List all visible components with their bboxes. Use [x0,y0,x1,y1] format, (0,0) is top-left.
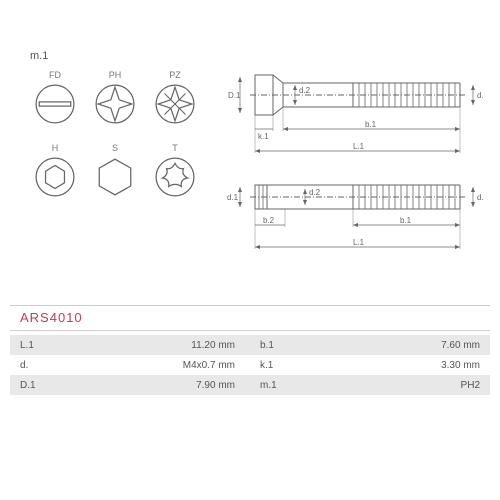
table-row: L.1 11.20 mm b.1 7.60 mm [10,335,490,355]
cell: b.1 [250,340,310,351]
spec-table: L.1 11.20 mm b.1 7.60 mm d. M4x0.7 mm k.… [10,335,490,395]
drive-t: T [150,143,200,201]
svg-text:D.1: D.1 [228,91,241,100]
drive-s: S [90,143,140,201]
cell: 7.60 mm [310,340,490,351]
cell: PH2 [310,380,490,391]
drive-h: H [30,143,80,201]
svg-text:b.2: b.2 [263,216,275,225]
drive-label: S [90,143,140,153]
drive-grid: FD PH PZ H S T [30,70,210,216]
part-number: ARS4010 [20,310,83,325]
table-row: D.1 7.90 mm m.1 PH2 [10,375,490,395]
svg-text:L.1: L.1 [353,238,365,247]
svg-text:d.: d. [477,193,484,202]
cell: D.1 [10,380,70,391]
divider [10,305,490,306]
drive-pz: PZ [150,70,200,128]
drive-label: FD [30,70,80,80]
svg-text:d.2: d.2 [299,86,311,95]
drive-label: T [150,143,200,153]
drive-ph: PH [90,70,140,128]
drive-label: H [30,143,80,153]
cell: 7.90 mm [70,380,250,391]
cell: 11.20 mm [70,340,250,351]
svg-text:L.1: L.1 [353,142,365,151]
cell: M4x0.7 mm [70,360,250,371]
section-label: m.1 [30,50,48,62]
drive-label: PZ [150,70,200,80]
table-row: d. M4x0.7 mm k.1 3.30 mm [10,355,490,375]
technical-drawing: D.1 d.2 d. b.1 k.1 L.1 d.1 [225,45,490,285]
cell: k.1 [250,360,310,371]
svg-text:b.1: b.1 [365,120,377,129]
drive-fd: FD [30,70,80,128]
svg-text:d.2: d.2 [309,188,321,197]
divider [10,330,490,331]
cell: d. [10,360,70,371]
svg-text:k.1: k.1 [258,132,269,141]
svg-text:b.1: b.1 [400,216,412,225]
drive-label: PH [90,70,140,80]
svg-text:d.: d. [477,91,484,100]
cell: L.1 [10,340,70,351]
cell: 3.30 mm [310,360,490,371]
svg-text:d.1: d.1 [227,193,239,202]
cell: m.1 [250,380,310,391]
